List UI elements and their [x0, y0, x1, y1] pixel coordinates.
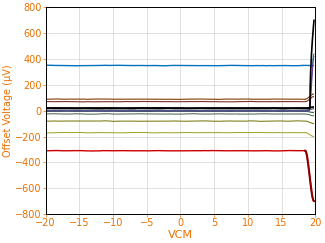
X-axis label: VCM: VCM: [168, 230, 193, 240]
Y-axis label: Offset Voltage (µV): Offset Voltage (µV): [4, 64, 13, 157]
